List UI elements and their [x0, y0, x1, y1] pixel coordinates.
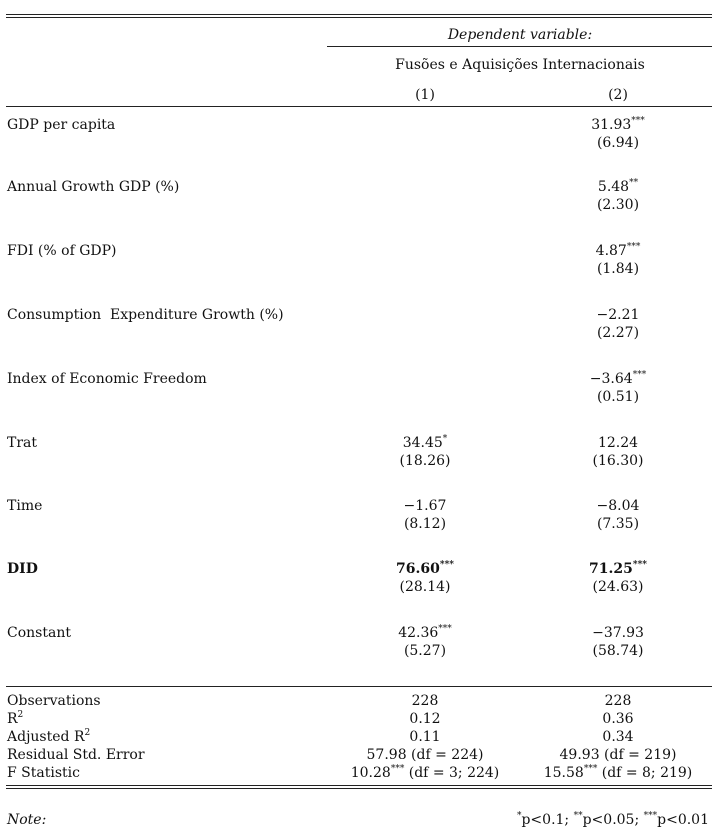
coef-time-1: −1.67 [403, 498, 447, 514]
coef-annual-growth-gdp-2: 5.48** [597, 178, 639, 196]
coef-gdp-per-capita-2: 31.93*** [591, 116, 645, 134]
stat-residual-std-error-1: 57.98 (df = 224) [366, 747, 484, 763]
note-label: Note: [7, 812, 47, 828]
coef-trat-2: 12.24 [597, 435, 639, 451]
stat-observations-2: 228 [604, 693, 632, 709]
bottom-rule [6, 788, 712, 789]
dependent-variable-name: Fusões e Aquisições Internacionais [395, 57, 645, 73]
coef-index-economic-freedom-2: −3.64*** [589, 370, 647, 388]
top-rule [6, 14, 712, 15]
se-index-economic-freedom-2: (0.51) [596, 389, 640, 405]
row-label-index-economic-freedom: Index of Economic Freedom [7, 371, 207, 387]
dependent-variable-caption: Dependent variable: [447, 27, 593, 43]
row-label-trat: Trat [7, 435, 38, 451]
coef-did-1: 76.60*** [396, 560, 454, 578]
coef-consumption-expenditure-growth-2: −2.21 [596, 307, 640, 323]
stat-residual-std-error-2: 49.93 (df = 219) [559, 747, 677, 763]
se-gdp-per-capita-2: (6.94) [596, 135, 640, 151]
column-header-2: (2) [608, 87, 628, 103]
coef-did-2: 71.25*** [589, 560, 647, 578]
coef-trat-1: 34.45* [402, 434, 448, 452]
stat-r2-1: 0.12 [409, 711, 441, 727]
se-constant-1: (5.27) [403, 643, 447, 659]
row-label-constant: Constant [7, 625, 71, 641]
se-did-2: (24.63) [592, 579, 644, 595]
row-label-did: DID [7, 561, 38, 577]
coef-fdi-2: 4.87*** [595, 242, 641, 260]
se-did-1: (28.14) [399, 579, 451, 595]
row-label-consumption-expenditure-growth: Consumption Expenditure Growth (%) [7, 307, 284, 323]
stat-r2-2: 0.36 [602, 711, 634, 727]
significance-note: *p<0.1; **p<0.05; ***p<0.01 [516, 811, 709, 829]
row-label-fdi: FDI (% of GDP) [7, 243, 117, 259]
stat-label-r2: R2 [7, 710, 24, 728]
bottom-rule [6, 785, 712, 786]
stat-label-f-statistic: F Statistic [7, 765, 80, 781]
column-header-1: (1) [415, 87, 435, 103]
row-label-time: Time [7, 498, 43, 514]
se-time-1: (8.12) [403, 516, 447, 532]
stat-label-residual-std-error: Residual Std. Error [7, 747, 145, 763]
stat-adjusted-r2-2: 0.34 [602, 729, 634, 745]
se-fdi-2: (1.84) [596, 261, 640, 277]
coef-time-2: −8.04 [596, 498, 640, 514]
se-consumption-expenditure-growth-2: (2.27) [596, 325, 640, 341]
stat-label-adjusted-r2: Adjusted R2 [7, 728, 91, 746]
row-label-annual-growth-gdp: Annual Growth GDP (%) [7, 179, 180, 195]
coef-constant-2: −37.93 [592, 625, 644, 641]
header-rule [6, 106, 712, 107]
se-trat-2: (16.30) [592, 453, 644, 469]
stat-observations-1: 228 [411, 693, 439, 709]
row-label-gdp-per-capita: GDP per capita [7, 117, 116, 133]
se-trat-1: (18.26) [399, 453, 451, 469]
stat-adjusted-r2-1: 0.11 [409, 729, 441, 745]
coef-constant-1: 42.36*** [398, 624, 452, 642]
top-rule [6, 17, 712, 18]
stat-f-statistic-1: 10.28*** (df = 3; 224) [350, 764, 500, 782]
se-annual-growth-gdp-2: (2.30) [596, 197, 640, 213]
stat-label-observations: Observations [7, 693, 101, 709]
se-constant-2: (58.74) [592, 643, 644, 659]
stat-f-statistic-2: 15.58*** (df = 8; 219) [543, 764, 693, 782]
stats-rule [6, 686, 712, 687]
se-time-2: (7.35) [596, 516, 640, 532]
header-subrule [327, 46, 712, 47]
